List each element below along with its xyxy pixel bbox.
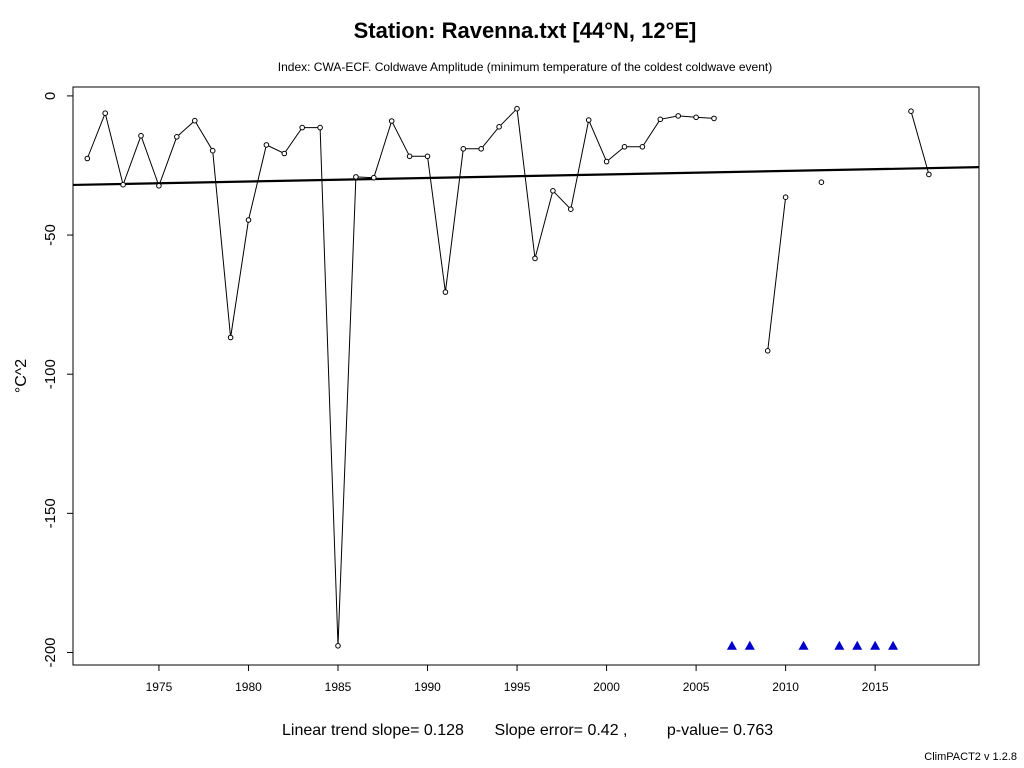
x-axis: 1975 1980 1985 1990 1995 2000 2005 2010 2015 [146,665,889,694]
y-tick-label: -50 [42,224,59,246]
chart-title: Station: Ravenna.txt [44°N, 12°E] [354,18,697,43]
missing-value-marker [888,640,899,650]
data-point [120,181,126,188]
missing-value-marker [744,640,755,650]
data-point [442,289,449,295]
x-tick-label: 1980 [235,680,262,694]
data-point [317,124,323,131]
x-tick-label: 2005 [683,680,710,694]
data-point [657,116,664,123]
data-point [174,134,180,140]
data-point [460,146,467,152]
version-label: ClimPACT2 v 1.2.8 [924,751,1017,763]
data-point [550,188,556,194]
data-point [102,110,108,116]
trend-slope-text: Linear trend slope= 0.128 [282,722,464,739]
data-point [514,105,520,112]
data-point [84,155,91,162]
data-point [585,117,592,123]
data-point [675,113,682,119]
data-point [693,114,699,121]
data-point [281,150,288,157]
missing-value-marker [798,640,809,650]
data-point [478,146,485,152]
data-point [639,144,646,150]
data-point [532,255,538,262]
x-tick-label: 1975 [146,680,173,694]
slope-error-text: Slope error= 0.42 , [495,722,628,739]
data-point [926,171,932,178]
data-point [711,115,717,122]
y-tick-label: -150 [42,498,59,528]
data-point [263,142,270,148]
data-point [353,174,359,180]
data-point [496,124,502,130]
y-axis-label: °C^2 [13,359,30,393]
x-tick-label: 1990 [414,680,441,694]
y-tick-label: -200 [42,637,59,667]
missing-value-marker [852,640,863,650]
data-point [621,144,628,150]
data-point [371,174,377,181]
data-point [209,147,216,154]
data-point [388,118,395,124]
x-tick-label: 2015 [862,680,889,694]
series-segment [910,111,930,175]
series-line [86,107,930,646]
trend-line [72,166,980,187]
data-point [335,643,341,649]
series-segment [767,197,787,351]
data-point [908,108,914,114]
x-tick-label: 1985 [325,680,352,694]
data-point [764,348,771,354]
data-point [782,194,789,200]
data-point [227,334,234,341]
data-point [245,217,252,223]
x-tick-label: 1995 [504,680,531,694]
missing-value-marker [834,640,845,650]
plot-frame [72,86,980,666]
trend-layer [72,166,980,187]
data-point [192,117,198,124]
data-point [138,132,144,139]
missing-value-marker [870,640,881,650]
series-segment [86,107,715,646]
missing-value-marker [726,640,737,650]
x-tick-label: 2010 [772,680,799,694]
data-points [84,105,932,649]
data-point [406,153,413,160]
y-tick-label: 0 [42,92,59,100]
missing-markers [726,640,899,650]
y-tick-label: -100 [42,359,59,389]
data-point [568,206,574,212]
data-point [156,183,162,189]
data-point [299,124,306,131]
y-axis: 0 -50 -100 -150 -200 [42,92,73,667]
chart-subtitle: Index: CWA-ECF. Coldwave Amplitude (mini… [278,60,772,74]
data-point [603,158,610,165]
p-value-text: p-value= 0.763 [667,722,773,739]
data-point [424,153,431,160]
data-point [818,179,825,185]
x-tick-label: 2000 [593,680,620,694]
